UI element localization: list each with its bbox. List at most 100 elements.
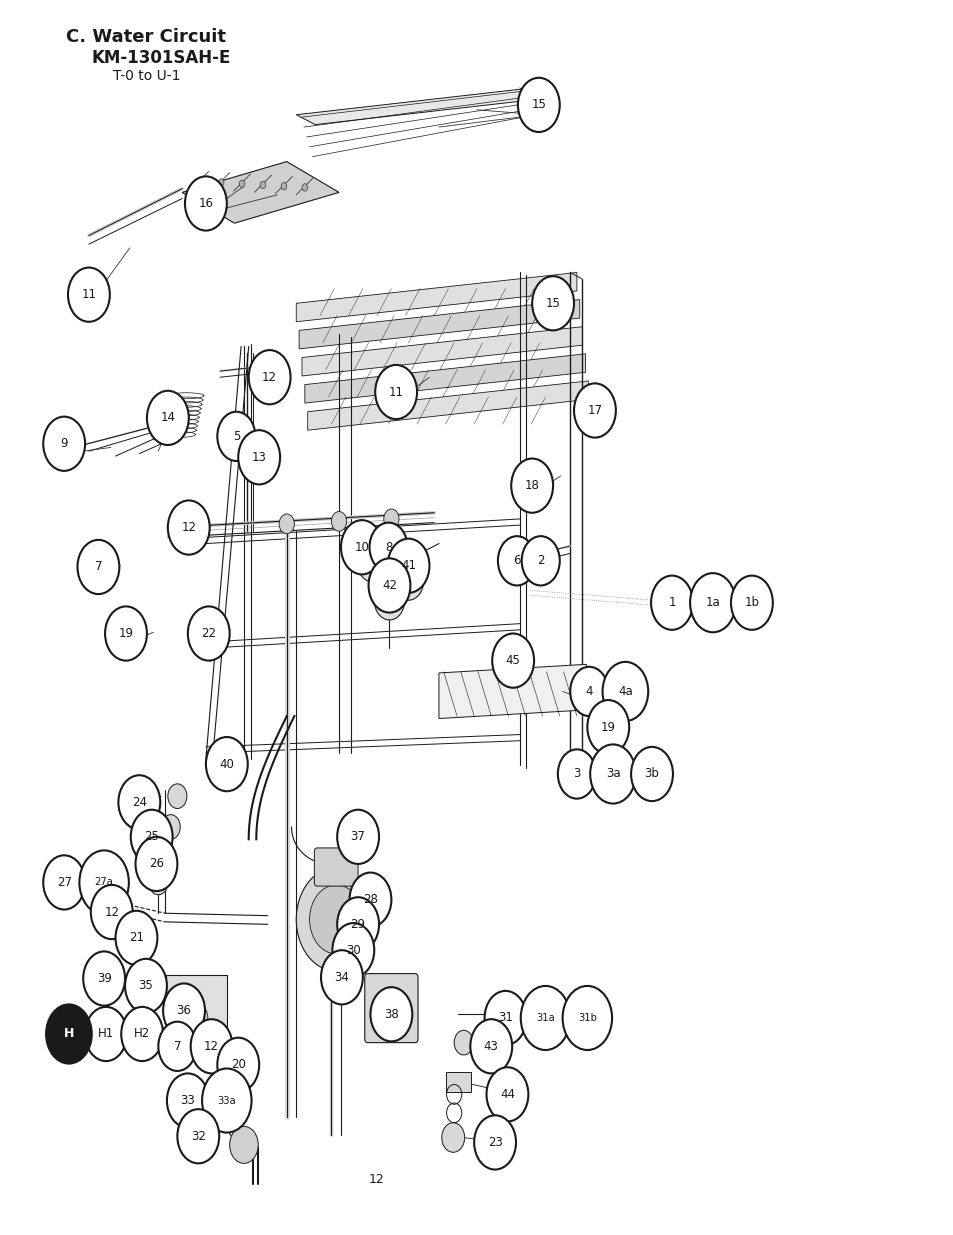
Text: 29: 29 [351,918,365,931]
Circle shape [374,580,404,620]
Circle shape [85,1007,127,1061]
Text: 21: 21 [129,931,144,945]
Text: 40: 40 [219,757,234,771]
FancyBboxPatch shape [314,848,357,887]
Circle shape [167,1073,209,1128]
Text: 35: 35 [138,979,153,993]
Text: 22: 22 [201,627,216,640]
FancyBboxPatch shape [495,646,525,671]
Circle shape [202,1068,252,1132]
Text: 5: 5 [233,430,240,443]
Circle shape [470,1019,512,1073]
Circle shape [163,983,205,1037]
Circle shape [562,986,612,1050]
Circle shape [375,364,416,419]
Circle shape [356,542,387,582]
Text: 37: 37 [351,830,365,844]
Circle shape [206,737,248,792]
Text: 8: 8 [384,541,392,553]
Circle shape [349,873,391,926]
Text: 3: 3 [573,767,580,781]
Text: 12: 12 [368,1173,384,1186]
Text: T-0 to U-1: T-0 to U-1 [112,69,180,83]
Circle shape [369,522,407,572]
Circle shape [121,1007,163,1061]
Circle shape [368,558,410,613]
Circle shape [217,411,255,461]
Text: 16: 16 [198,196,213,210]
Circle shape [43,856,85,909]
Text: 19: 19 [600,721,615,734]
Text: 36: 36 [176,1004,192,1018]
Text: 34: 34 [335,971,349,984]
Text: 6: 6 [513,555,520,567]
Circle shape [332,923,374,977]
Circle shape [454,1030,473,1055]
Circle shape [155,842,174,867]
Circle shape [730,576,772,630]
Circle shape [185,177,227,231]
Text: 32: 32 [191,1130,206,1142]
Text: 17: 17 [587,404,602,417]
Circle shape [281,183,287,190]
Text: 18: 18 [524,479,539,493]
Circle shape [191,1019,233,1073]
Text: 4: 4 [585,685,593,698]
Text: 1: 1 [667,597,675,609]
Circle shape [441,1123,464,1152]
Text: 12: 12 [181,521,196,534]
Circle shape [296,868,375,971]
Text: H: H [64,1028,74,1041]
Text: 41: 41 [400,559,416,572]
Circle shape [77,540,119,594]
Circle shape [320,950,362,1004]
Text: 3b: 3b [644,767,659,781]
Text: 10: 10 [355,541,369,553]
Text: 30: 30 [346,944,360,957]
Circle shape [486,1067,528,1121]
Text: 11: 11 [388,385,403,399]
Circle shape [331,511,346,531]
Circle shape [168,500,210,555]
Circle shape [532,277,574,331]
Text: 42: 42 [381,579,396,592]
Circle shape [43,416,85,471]
Text: KM-1301SAH-E: KM-1301SAH-E [91,49,231,68]
Circle shape [260,182,266,189]
Text: 27: 27 [56,876,71,889]
FancyBboxPatch shape [445,1072,471,1092]
Circle shape [484,990,526,1045]
Text: 26: 26 [149,857,164,871]
Text: 12: 12 [104,905,119,919]
Circle shape [387,538,429,593]
Circle shape [340,520,382,574]
Circle shape [197,178,203,185]
Circle shape [135,837,177,892]
Circle shape [239,180,245,188]
Circle shape [511,458,553,513]
Text: 1a: 1a [705,597,720,609]
Circle shape [185,1003,208,1032]
Text: 15: 15 [531,99,546,111]
Polygon shape [308,380,588,430]
Circle shape [393,561,423,600]
Text: 2: 2 [537,555,544,567]
Circle shape [310,885,362,953]
Circle shape [83,951,125,1005]
Text: 11: 11 [81,288,96,301]
Circle shape [158,1021,196,1071]
Text: 7: 7 [94,561,102,573]
Text: 9: 9 [60,437,68,451]
Text: 38: 38 [384,1008,398,1021]
Circle shape [46,1004,91,1063]
Circle shape [105,606,147,661]
Text: 15: 15 [545,296,560,310]
Text: 33: 33 [180,1094,195,1107]
Text: C. Water Circuit: C. Water Circuit [66,28,226,47]
Circle shape [336,897,378,951]
Circle shape [91,885,132,939]
Text: H1: H1 [98,1028,114,1041]
Circle shape [497,536,536,585]
Circle shape [188,606,230,661]
Circle shape [131,810,172,864]
